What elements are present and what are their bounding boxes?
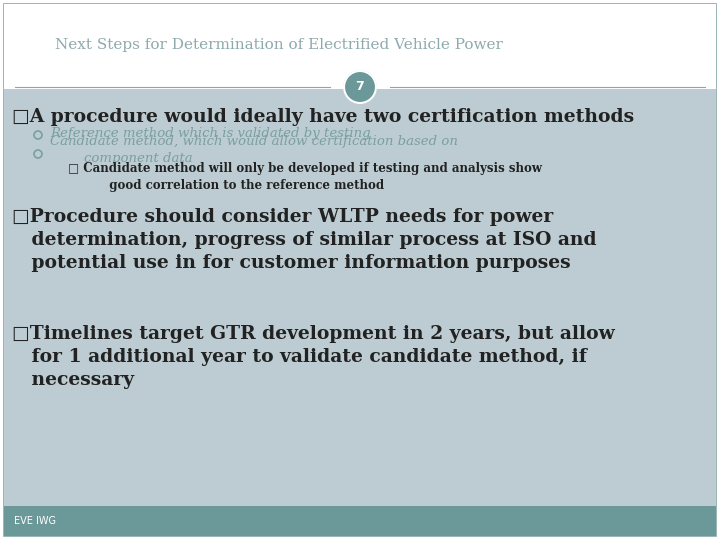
Text: Next Steps for Determination of Electrified Vehicle Power: Next Steps for Determination of Electrif… <box>55 38 503 52</box>
Text: □Timelines target GTR development in 2 years, but allow
   for 1 additional year: □Timelines target GTR development in 2 y… <box>12 325 615 389</box>
FancyBboxPatch shape <box>4 4 716 536</box>
Text: EVE IWG: EVE IWG <box>14 516 56 526</box>
Bar <box>4 506 716 536</box>
Text: Reference method which is validated by testing: Reference method which is validated by t… <box>50 126 371 139</box>
Text: 7: 7 <box>356 80 364 93</box>
Text: □Procedure should consider WLTP needs for power
   determination, progress of si: □Procedure should consider WLTP needs fo… <box>12 208 597 272</box>
Circle shape <box>344 71 376 103</box>
Bar <box>4 4 716 90</box>
Text: Candidate method, which would allow certification based on
        component dat: Candidate method, which would allow cert… <box>50 135 458 165</box>
Text: □A procedure would ideally have two certification methods: □A procedure would ideally have two cert… <box>12 108 634 126</box>
Text: □ Candidate method will only be developed if testing and analysis show
         : □ Candidate method will only be develope… <box>68 162 542 192</box>
Bar <box>4 89 716 508</box>
